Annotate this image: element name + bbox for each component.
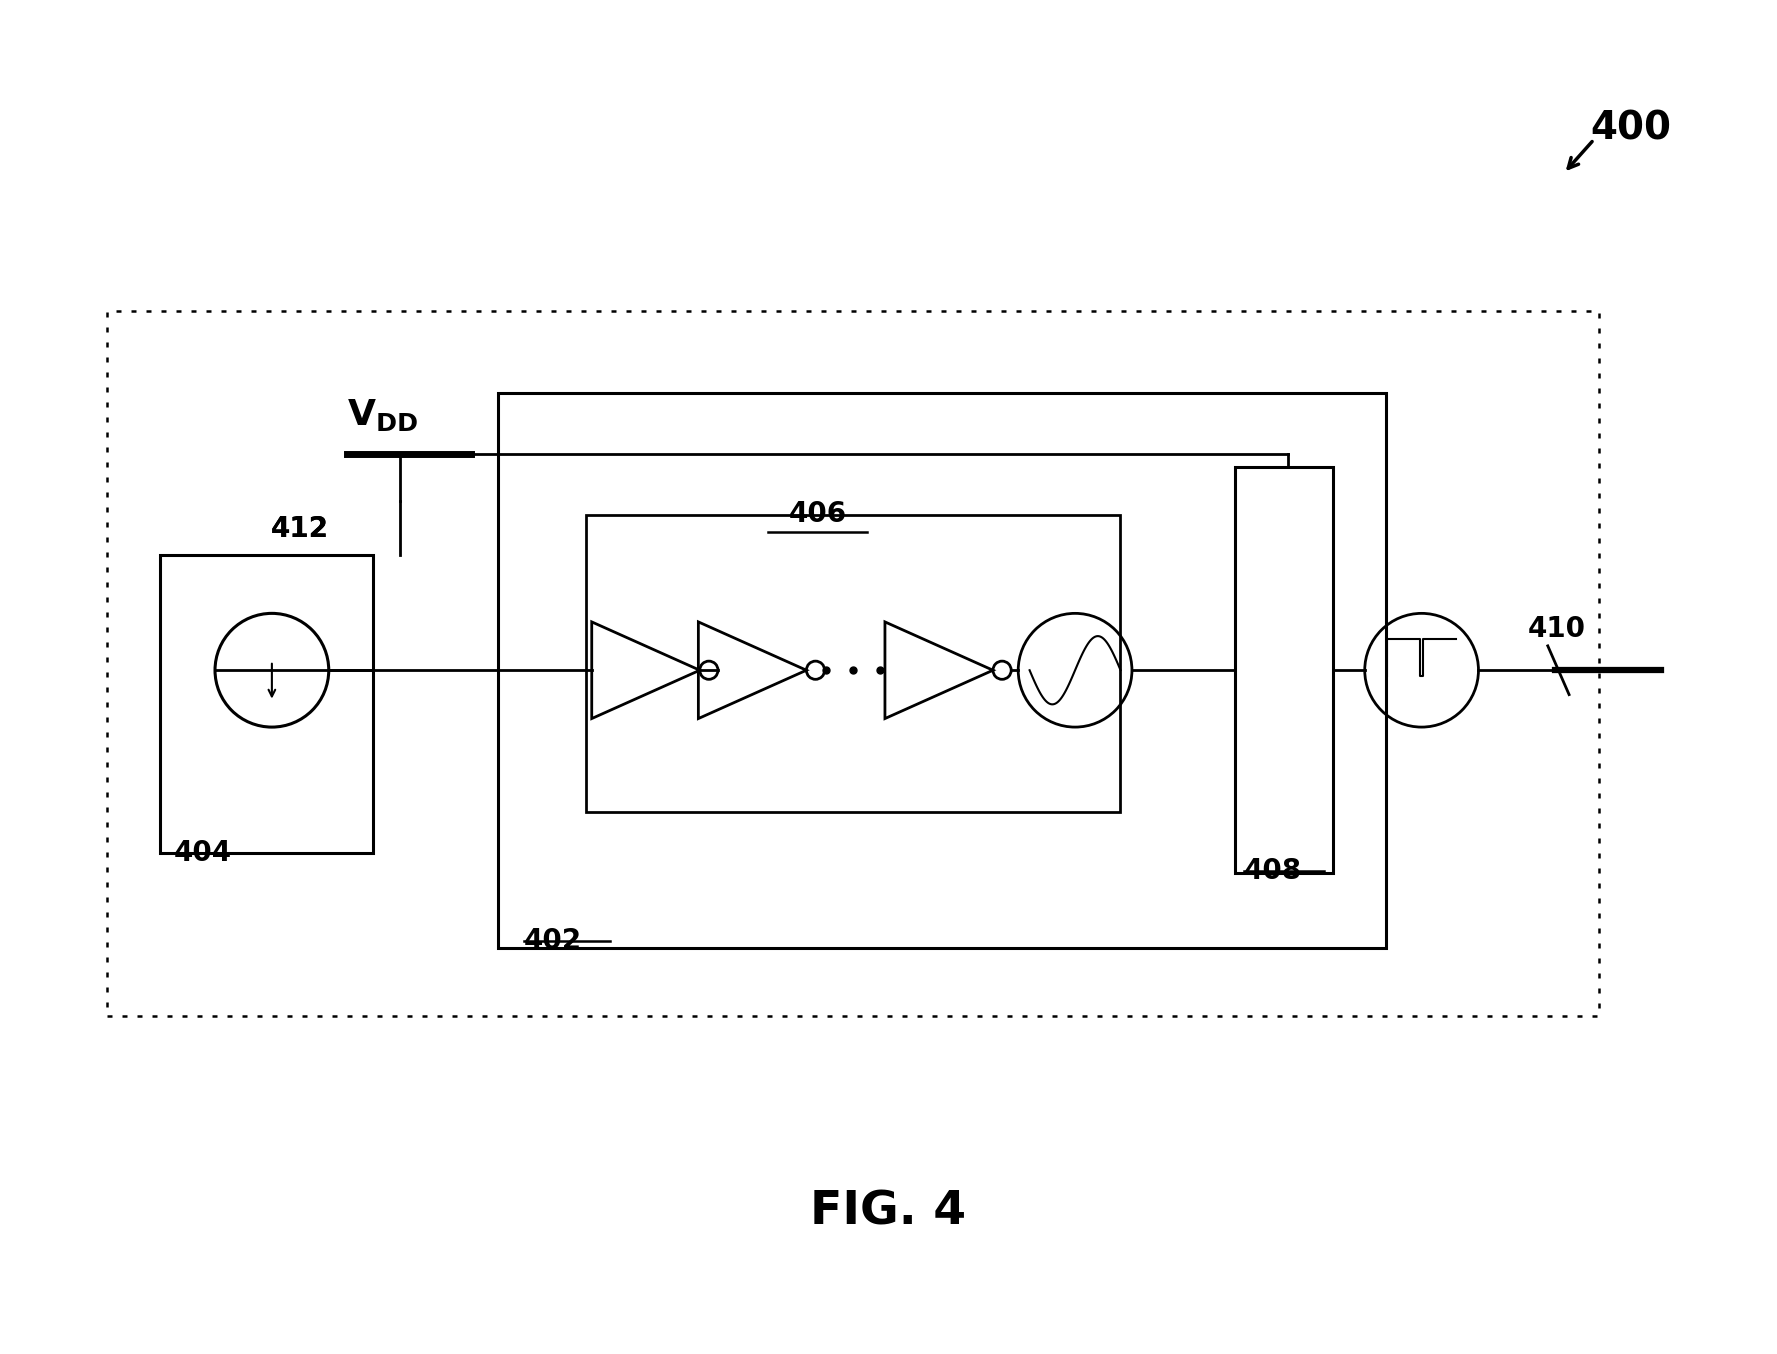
Text: 408: 408 (1244, 857, 1303, 886)
Text: 400: 400 (1590, 110, 1672, 148)
Text: 412: 412 (270, 515, 329, 543)
Text: FIG. 4: FIG. 4 (810, 1189, 967, 1235)
Text: 412: 412 (270, 515, 329, 543)
Text: 404: 404 (174, 839, 233, 868)
Text: $\mathbf{V_{DD}}$: $\mathbf{V_{DD}}$ (347, 397, 418, 433)
Text: 406: 406 (789, 500, 846, 528)
Text: 402: 402 (524, 927, 583, 956)
Text: 410: 410 (1528, 615, 1587, 643)
